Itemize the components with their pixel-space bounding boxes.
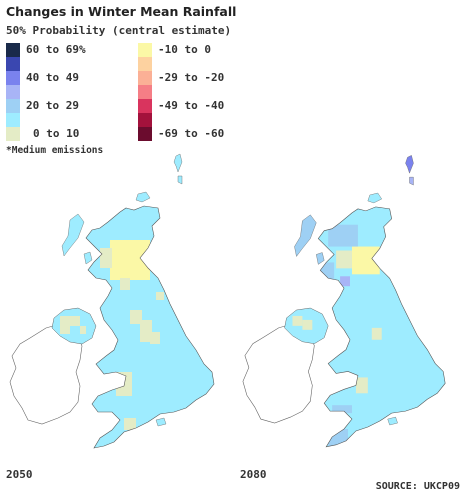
inner-hebrides (316, 252, 325, 265)
legend-swatch (138, 71, 152, 85)
map-year-label: 2050 (6, 468, 33, 481)
legend-label: 0 to 10 (33, 127, 80, 140)
uk-map-2050 (9, 153, 215, 449)
legend-label: 60 to 69% (26, 43, 86, 56)
legend-swatch (6, 43, 20, 57)
legend-swatch (6, 71, 20, 85)
great-britain (317, 206, 446, 448)
orkney-islands (135, 191, 151, 203)
inner-hebrides (83, 251, 93, 265)
legend-label: 20 to 29 (26, 99, 79, 112)
legend-swatch (6, 99, 20, 113)
legend-swatch (6, 85, 20, 99)
legend-label: -69 to -60 (158, 127, 225, 140)
great-britain (85, 205, 215, 449)
legend-swatch (6, 57, 20, 71)
shetland-islands (405, 155, 414, 186)
map-year-label: 2080 (240, 468, 267, 481)
legend-swatch (138, 43, 152, 57)
source-credit: SOURCE: UKCP09 (375, 481, 460, 492)
legend-swatch (138, 57, 152, 71)
chart-title: Changes in Winter Mean Rainfall (6, 4, 237, 19)
chart-subtitle: 50% Probability (central estimate) (6, 24, 232, 37)
legend-swatch (138, 127, 152, 141)
legend-swatch (138, 99, 152, 113)
legend-swatch (6, 127, 20, 141)
legend-swatch (6, 113, 20, 127)
legend-label: -49 to -40 (158, 99, 225, 112)
western-isles (61, 213, 85, 257)
emissions-footnote: *Medium emissions (6, 145, 104, 156)
isle-of-wight (387, 416, 398, 426)
uk-map-2080 (242, 155, 446, 448)
legend-swatch (138, 113, 152, 127)
legend-label: -29 to -20 (158, 71, 225, 84)
orkney-islands (367, 192, 383, 204)
legend-label: -10 to 0 (158, 43, 211, 56)
western-isles (294, 214, 317, 257)
legend-swatch (138, 85, 152, 99)
isle-of-wight (155, 417, 167, 427)
legend-label: 40 to 49 (26, 71, 79, 84)
shetland-islands (173, 153, 183, 185)
